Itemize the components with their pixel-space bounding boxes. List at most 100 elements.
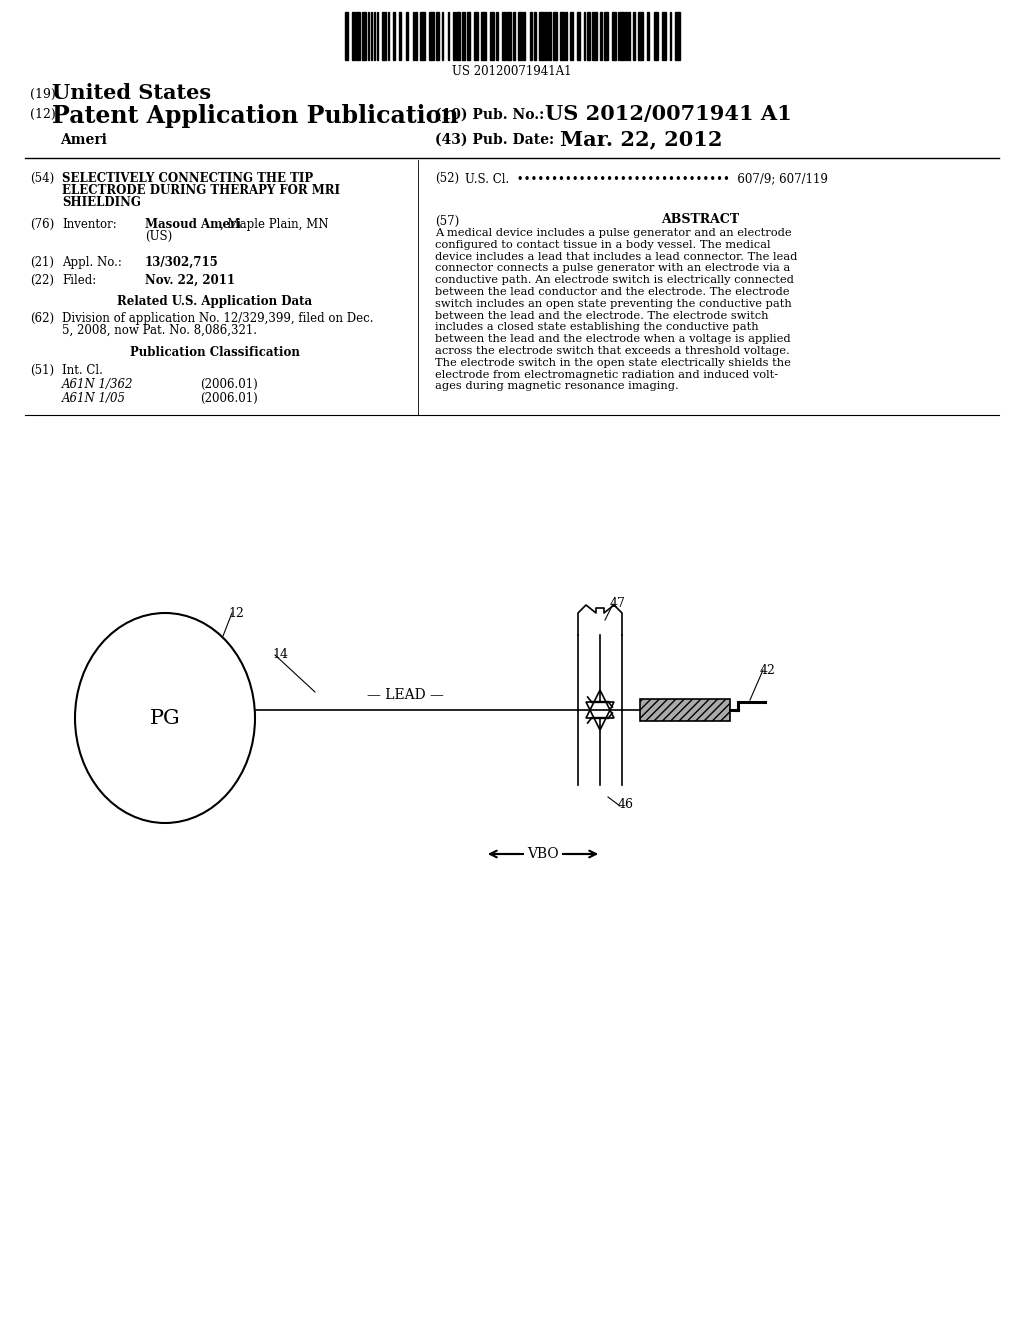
Text: A61N 1/362: A61N 1/362	[62, 378, 133, 391]
Text: Appl. No.:: Appl. No.:	[62, 256, 122, 269]
Bar	[490, 12, 494, 59]
Bar	[377, 12, 379, 59]
Text: (19): (19)	[30, 88, 55, 102]
Bar	[406, 12, 409, 59]
Bar	[453, 12, 455, 59]
Text: between the lead and the electrode when a voltage is applied: between the lead and the electrode when …	[435, 334, 791, 345]
Bar	[546, 12, 547, 59]
Bar	[441, 12, 443, 59]
Bar	[467, 12, 470, 59]
Text: (52): (52)	[435, 172, 459, 185]
Text: Related U.S. Application Data: Related U.S. Application Data	[118, 294, 312, 308]
Bar	[502, 12, 506, 59]
Bar	[413, 12, 414, 59]
Text: (12): (12)	[30, 108, 55, 121]
Text: A medical device includes a pulse generator and an electrode: A medical device includes a pulse genera…	[435, 228, 792, 238]
Text: ELECTRODE DURING THERAPY FOR MRI: ELECTRODE DURING THERAPY FOR MRI	[62, 183, 340, 197]
Text: (54): (54)	[30, 172, 54, 185]
Bar	[371, 12, 373, 59]
Text: Publication Classification: Publication Classification	[130, 346, 300, 359]
Bar	[382, 12, 386, 59]
Text: connector connects a pulse generator with an electrode via a: connector connects a pulse generator wit…	[435, 264, 791, 273]
Bar	[676, 12, 680, 59]
Text: includes a closed state establishing the conductive path: includes a closed state establishing the…	[435, 322, 759, 333]
Bar	[352, 12, 354, 59]
Bar	[457, 12, 460, 59]
Bar	[517, 12, 522, 59]
Text: across the electrode switch that exceeds a threshold voltage.: across the electrode switch that exceeds…	[435, 346, 790, 356]
Text: (76): (76)	[30, 218, 54, 231]
Text: electrode from electromagnetic radiation and induced volt-: electrode from electromagnetic radiation…	[435, 370, 778, 380]
Bar	[638, 12, 643, 59]
Text: Filed:: Filed:	[62, 275, 96, 286]
Bar	[534, 12, 536, 59]
Bar	[600, 12, 602, 59]
Bar	[553, 12, 557, 59]
Text: (US): (US)	[145, 230, 172, 243]
Bar	[569, 12, 573, 59]
Text: SHIELDING: SHIELDING	[62, 195, 141, 209]
Text: (43) Pub. Date:: (43) Pub. Date:	[435, 133, 554, 147]
Text: Mar. 22, 2012: Mar. 22, 2012	[560, 129, 723, 149]
Text: (10) Pub. No.:: (10) Pub. No.:	[435, 108, 544, 121]
Bar	[420, 12, 425, 59]
Text: PG: PG	[150, 709, 180, 727]
Bar	[625, 12, 627, 59]
Bar	[640, 700, 730, 721]
Text: 14: 14	[272, 648, 288, 661]
Text: ages during magnetic resonance imaging.: ages during magnetic resonance imaging.	[435, 381, 679, 392]
Text: 46: 46	[618, 799, 634, 810]
Text: , Maple Plain, MN: , Maple Plain, MN	[220, 218, 329, 231]
Bar	[529, 12, 532, 59]
Bar	[662, 12, 667, 59]
Text: (21): (21)	[30, 256, 54, 269]
Text: (2006.01): (2006.01)	[200, 392, 258, 405]
Bar	[548, 12, 551, 59]
Bar	[435, 12, 439, 59]
Bar	[629, 12, 630, 59]
Bar	[368, 12, 370, 59]
Text: The electrode switch in the open state electrically shields the: The electrode switch in the open state e…	[435, 358, 791, 368]
Text: Masoud Ameri: Masoud Ameri	[145, 218, 241, 231]
Bar	[447, 12, 450, 59]
Text: between the lead and the electrode. The electrode switch: between the lead and the electrode. The …	[435, 310, 768, 321]
Text: Division of application No. 12/329,399, filed on Dec.: Division of application No. 12/329,399, …	[62, 312, 374, 325]
Bar	[507, 12, 511, 59]
Text: configured to contact tissue in a body vessel. The medical: configured to contact tissue in a body v…	[435, 240, 770, 249]
Bar	[388, 12, 389, 59]
Bar	[415, 12, 417, 59]
Bar	[621, 12, 624, 59]
Text: 12: 12	[228, 607, 244, 620]
Bar	[474, 12, 478, 59]
Bar	[362, 12, 366, 59]
Text: device includes a lead that includes a lead connector. The lead: device includes a lead that includes a l…	[435, 252, 798, 261]
Bar	[497, 12, 498, 59]
Bar	[429, 12, 434, 59]
Bar	[670, 12, 671, 59]
Bar	[462, 12, 465, 59]
Text: Patent Application Publication: Patent Application Publication	[52, 104, 459, 128]
Bar	[523, 12, 525, 59]
Text: switch includes an open state preventing the conductive path: switch includes an open state preventing…	[435, 298, 792, 309]
Bar	[356, 12, 359, 59]
Bar	[393, 12, 395, 59]
Text: — LEAD —: — LEAD —	[367, 688, 443, 702]
Text: 47: 47	[610, 597, 626, 610]
Bar	[647, 12, 649, 59]
Text: United States: United States	[52, 83, 211, 103]
Bar	[345, 12, 347, 59]
Text: Ameri: Ameri	[60, 133, 106, 147]
Text: A61N 1/05: A61N 1/05	[62, 392, 126, 405]
Bar	[398, 12, 401, 59]
Bar	[374, 12, 376, 59]
Bar	[633, 12, 635, 59]
Text: (22): (22)	[30, 275, 54, 286]
Bar	[584, 12, 585, 59]
Text: (2006.01): (2006.01)	[200, 378, 258, 391]
Bar	[560, 12, 563, 59]
Bar	[565, 12, 567, 59]
Text: Inventor:: Inventor:	[62, 218, 117, 231]
Bar	[513, 12, 515, 59]
Text: US 2012/0071941 A1: US 2012/0071941 A1	[545, 104, 792, 124]
Text: conductive path. An electrode switch is electrically connected: conductive path. An electrode switch is …	[435, 275, 794, 285]
